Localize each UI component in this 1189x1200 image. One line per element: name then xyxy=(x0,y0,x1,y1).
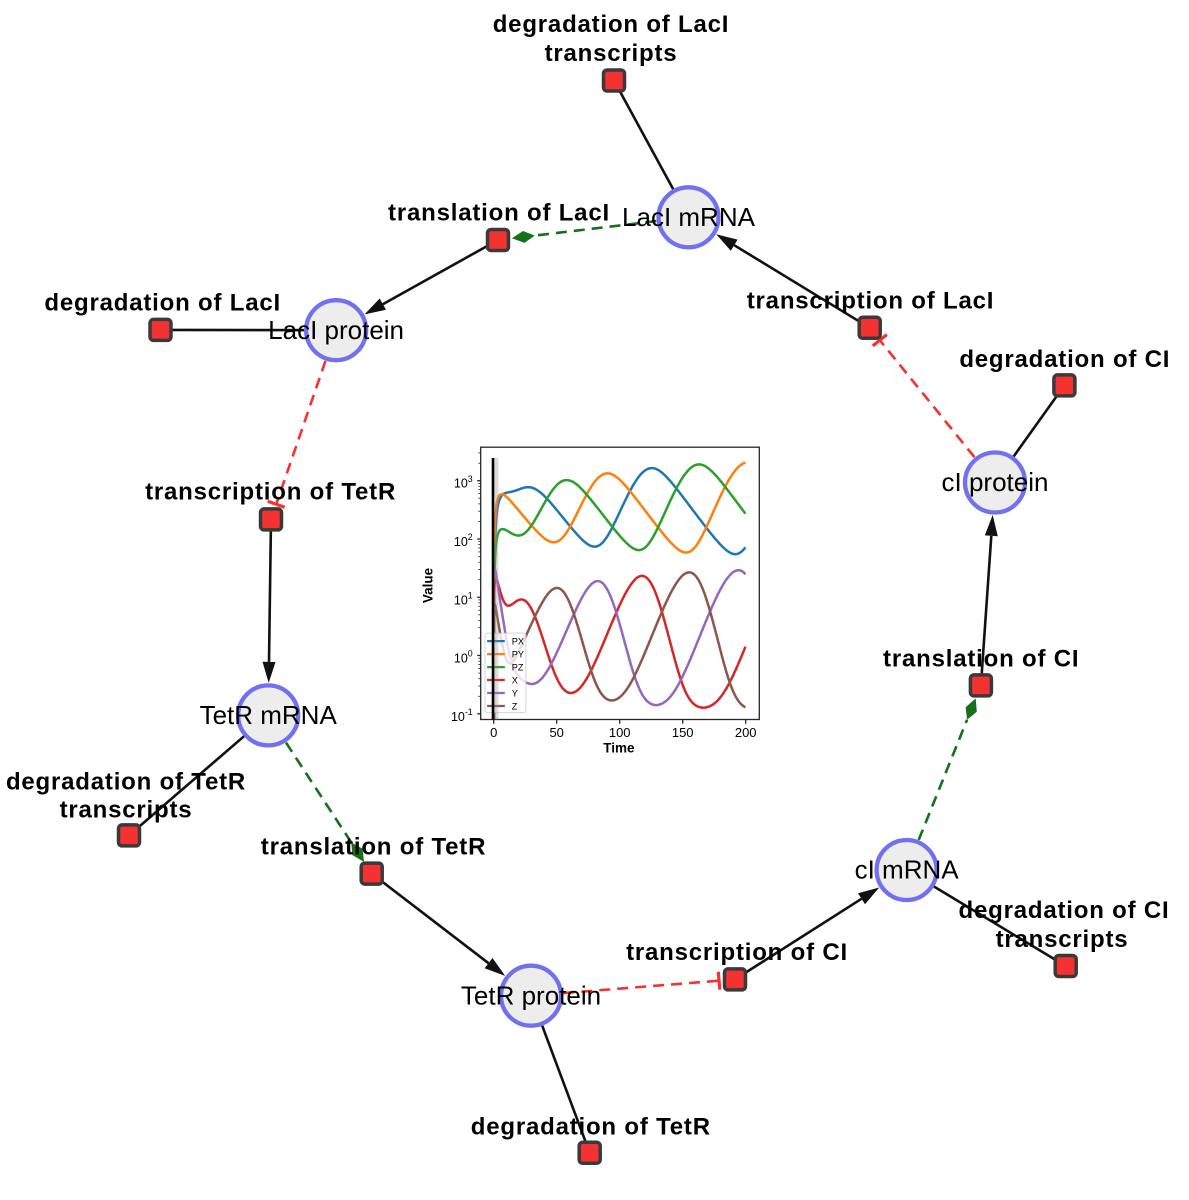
svg-text:degradation of LacI: degradation of LacI xyxy=(493,11,730,38)
svg-text:cI protein: cI protein xyxy=(942,467,1049,497)
svg-text:transcripts: transcripts xyxy=(60,797,193,824)
svg-text:transcription of TetR: transcription of TetR xyxy=(145,479,396,506)
svg-text:transcription of CI: transcription of CI xyxy=(626,939,848,966)
svg-text:degradation of CI: degradation of CI xyxy=(959,346,1170,373)
svg-text:translation of LacI: translation of LacI xyxy=(388,200,610,227)
svg-text:LacI protein: LacI protein xyxy=(268,315,404,345)
svg-text:Time: Time xyxy=(603,741,635,756)
svg-text:transcription of LacI: transcription of LacI xyxy=(747,288,995,315)
svg-text:translation of CI: translation of CI xyxy=(883,646,1079,673)
svg-text:LacI mRNA: LacI mRNA xyxy=(622,202,756,232)
svg-text:PX: PX xyxy=(512,636,524,646)
svg-text:TetR mRNA: TetR mRNA xyxy=(200,700,338,730)
svg-text:translation of TetR: translation of TetR xyxy=(261,833,486,860)
svg-text:Y: Y xyxy=(512,688,518,698)
svg-text:PY: PY xyxy=(512,649,524,659)
svg-text:TetR protein: TetR protein xyxy=(461,980,601,1010)
svg-text:PZ: PZ xyxy=(512,662,524,672)
svg-text:Z: Z xyxy=(512,701,518,711)
svg-text:Value: Value xyxy=(421,567,436,603)
svg-text:degradation of TetR: degradation of TetR xyxy=(6,769,246,796)
svg-text:cI mRNA: cI mRNA xyxy=(855,855,960,885)
svg-text:50: 50 xyxy=(549,725,563,740)
svg-text:degradation of LacI: degradation of LacI xyxy=(44,290,281,317)
svg-text:transcripts: transcripts xyxy=(545,40,678,67)
svg-text:200: 200 xyxy=(735,725,757,740)
svg-text:degradation of CI: degradation of CI xyxy=(959,897,1170,924)
svg-text:0: 0 xyxy=(490,725,497,740)
svg-text:X: X xyxy=(512,675,518,685)
svg-text:100: 100 xyxy=(609,725,631,740)
svg-text:degradation of TetR: degradation of TetR xyxy=(471,1114,711,1141)
svg-text:150: 150 xyxy=(672,725,694,740)
svg-text:transcripts: transcripts xyxy=(996,926,1129,953)
